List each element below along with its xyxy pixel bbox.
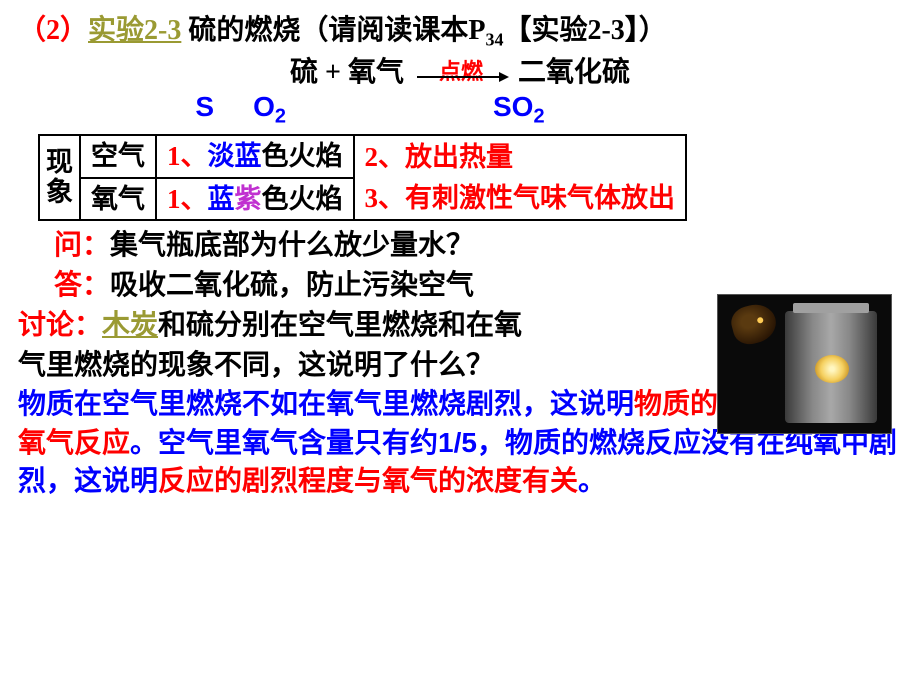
flame-icon [815,355,849,383]
conc-a: 物质在空气里燃烧不如在氧气里燃烧剧烈，这说明 [18,389,634,420]
cell-o2-flame: 1、蓝紫色火焰 [156,178,354,220]
a-text: 吸收二氧化硫，防止污染空气 [110,270,474,301]
eq-rhs: 二氧化硫 [518,57,630,88]
q-text: 集气瓶底部为什么放少量水？ [110,230,474,261]
gas-bottle-icon [785,311,877,423]
page-subscript: 34 [485,30,503,50]
experiment-label: 实验2-3 [88,15,181,46]
section-number: （2） [18,15,88,46]
conc-frac: 1/5 [438,427,477,458]
arrow-icon [417,76,507,78]
cell-obs3: 3、有刺激性气味气体放出 [354,178,687,220]
equation-words: 硫 + 氧气 点燃 二氧化硫 [290,54,630,92]
symbol-s: S [195,91,214,122]
symbol-o2: O2 [253,91,286,122]
conc-f: 。 [578,466,606,497]
combustion-spoon-icon [728,300,780,348]
symbol-so2: SO2 [493,91,545,122]
cell-air-flame: 1、淡蓝色火焰 [156,135,354,177]
conc-c: 。空气里氧气含量只有约 [130,428,438,459]
title-text: 硫的燃烧（请阅读课本P [181,15,485,46]
discuss-label: 讨论： [18,310,102,341]
discuss-text1: 和硫分别在空气里燃烧和在氧 [158,310,522,341]
experiment-photo [717,294,892,434]
cell-obs2: 2、放出热量 [354,135,687,177]
cell-o2: 氧气 [80,178,156,220]
conc-e: 反应的剧烈程度与氧气的浓度有关 [158,466,578,497]
eq-lhs: 硫 + 氧气 [290,57,404,88]
question-line: 问：集气瓶底部为什么放少量水？ [54,227,902,265]
charcoal-word: 木炭 [102,310,158,341]
a-label: 答： [54,270,110,301]
discussion-line2: 气里燃烧的现象不同，这说明了什么？ [18,347,638,385]
equation-symbols: S O2 SO2 [18,88,902,131]
cell-air: 空气 [80,135,156,177]
q-label: 问： [54,230,110,261]
title-tail: 【实验2-3】） [503,15,666,46]
table-rowhead: 现象 [39,135,80,220]
discussion-line1: 讨论：木炭和硫分别在空气里燃烧和在氧 [18,307,638,345]
title-line: （2）实验2-3 硫的燃烧（请阅读课本P34【实验2-3】） [18,12,902,52]
phenomena-table: 现象 空气 1、淡蓝色火焰 2、放出热量 氧气 1、蓝紫色火焰 3、有刺激性气味… [38,134,687,221]
arrow-label: 点燃 [439,59,483,84]
equation-block: 硫 + 氧气 点燃 二氧化硫 S O2 SO2 [18,54,902,130]
